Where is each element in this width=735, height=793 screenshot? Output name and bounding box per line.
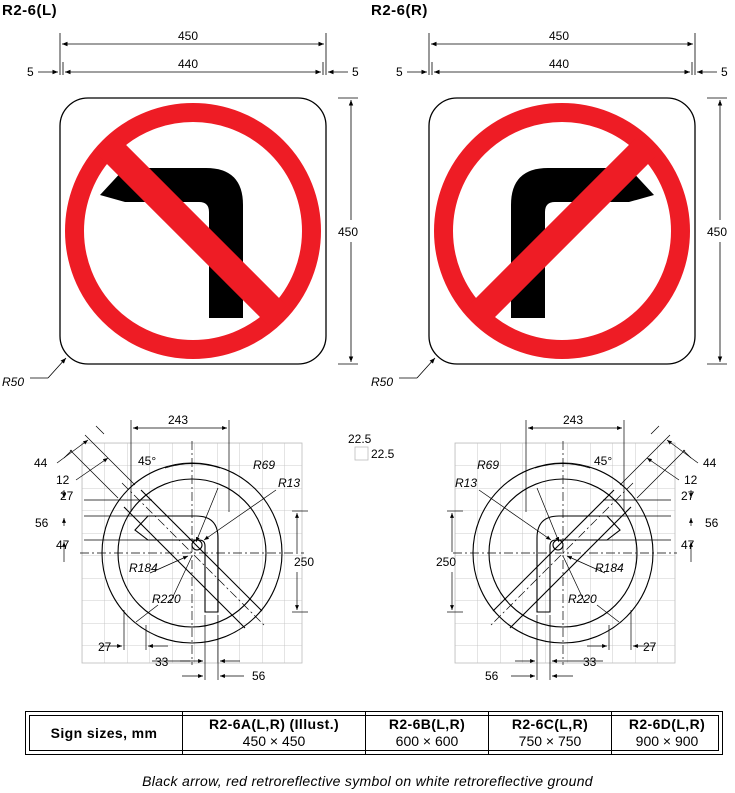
dim-bottom-27-r: 27	[643, 640, 657, 654]
dim-arrow-width: 243	[168, 413, 188, 427]
dim-47-left: 47	[56, 538, 70, 552]
dim-band-offset-r: 44	[703, 456, 717, 470]
dim-band-gap-r: 12	[684, 473, 698, 487]
dim-overall-width-r: 450	[549, 29, 569, 43]
dim-250-right: 250	[436, 555, 456, 569]
dim-47-right: 47	[681, 538, 695, 552]
dim-r69: R69	[253, 458, 275, 472]
grid-size-label-side: 22.5	[371, 447, 395, 461]
sizes-header-cell: Sign sizes, mm	[26, 712, 183, 754]
dim-inner-width: 440	[178, 57, 198, 71]
dim-margin-right: 5	[352, 65, 359, 79]
dim-corner-radius-r: R50	[371, 375, 393, 389]
dim-r13-r: R13	[455, 476, 477, 490]
dim-250-left: 250	[294, 555, 314, 569]
prohibition-ring-right	[434, 103, 690, 359]
size-code: R2-6B(L,R)	[388, 716, 466, 732]
size-column: R2-6A(L,R) (Illust.) 450 × 450	[183, 712, 366, 754]
size-column: R2-6D(L,R) 900 × 900	[612, 712, 722, 754]
dim-margin-right-r: 5	[721, 65, 728, 79]
sign-title-right: R2-6(R)	[371, 2, 428, 19]
grid-legend: 22.5 22.5	[348, 432, 395, 461]
dim-bottom-56-r: 56	[485, 669, 499, 683]
prohibition-bar-right	[468, 137, 656, 325]
right-detail-drawing: 243 45° 44 12 27 56 47 R69 R13 R184 R220…	[436, 413, 719, 683]
dim-r13: R13	[278, 476, 300, 490]
sign-title-left: R2-6(L)	[2, 2, 57, 19]
dim-r184: R184	[129, 561, 158, 575]
dim-inner-width-r: 440	[549, 57, 569, 71]
dim-bottom-27: 27	[98, 640, 112, 654]
dim-bottom-33: 33	[155, 655, 169, 669]
dim-r220: R220	[152, 592, 181, 606]
dim-margin-left-r: 5	[396, 65, 403, 79]
left-sign-group: 450 440 5 5 450 R50	[2, 29, 359, 389]
dim-arrow-width-r: 243	[563, 413, 583, 427]
left-detail-drawing: 243 45° 44 12 27 56 47 R69 R13 R184 R220…	[34, 413, 314, 683]
dim-margin-left: 5	[27, 65, 34, 79]
dim-height: 450	[338, 225, 358, 239]
dim-bottom-33-r: 33	[583, 655, 597, 669]
figure-caption: Black arrow, red retroreflective symbol …	[142, 773, 593, 789]
dim-band-gap: 12	[56, 473, 70, 487]
prohibition-bar-left	[99, 137, 287, 325]
sign-sizes-table: Sign sizes, mm R2-6A(L,R) (Illust.) 450 …	[25, 711, 723, 755]
grid-size-label-top: 22.5	[348, 432, 372, 446]
size-code: R2-6D(L,R)	[628, 716, 706, 732]
prohibition-ring-left	[65, 103, 321, 359]
dim-angle: 45°	[138, 454, 156, 468]
dim-r184-r: R184	[595, 561, 624, 575]
dim-bottom-56: 56	[252, 669, 266, 683]
dim-corner-radius: R50	[2, 375, 24, 389]
size-column: R2-6B(L,R) 600 × 600	[366, 712, 489, 754]
dim-r220-r: R220	[568, 592, 597, 606]
size-code: R2-6A(L,R) (Illust.)	[208, 716, 340, 732]
size-value: 450 × 450	[242, 733, 306, 749]
dim-27-left: 27	[60, 489, 74, 503]
dim-height-r: 450	[707, 225, 727, 239]
size-value: 750 × 750	[518, 733, 582, 749]
size-code: R2-6C(L,R)	[511, 716, 589, 732]
dim-r69-r: R69	[477, 458, 499, 472]
size-column: R2-6C(L,R) 750 × 750	[489, 712, 612, 754]
dim-angle-r: 45°	[594, 454, 612, 468]
dim-band-offset: 44	[34, 456, 48, 470]
size-value: 900 × 900	[635, 733, 699, 749]
size-value: 600 × 600	[395, 733, 459, 749]
dim-56-left: 56	[35, 516, 49, 530]
dim-overall-width: 450	[178, 29, 198, 43]
dim-27-right: 27	[681, 489, 695, 503]
sizes-header-label: Sign sizes, mm	[50, 724, 158, 741]
dim-56-right: 56	[705, 516, 719, 530]
right-sign-group: 450 440 5 5 450 R50	[371, 29, 728, 389]
